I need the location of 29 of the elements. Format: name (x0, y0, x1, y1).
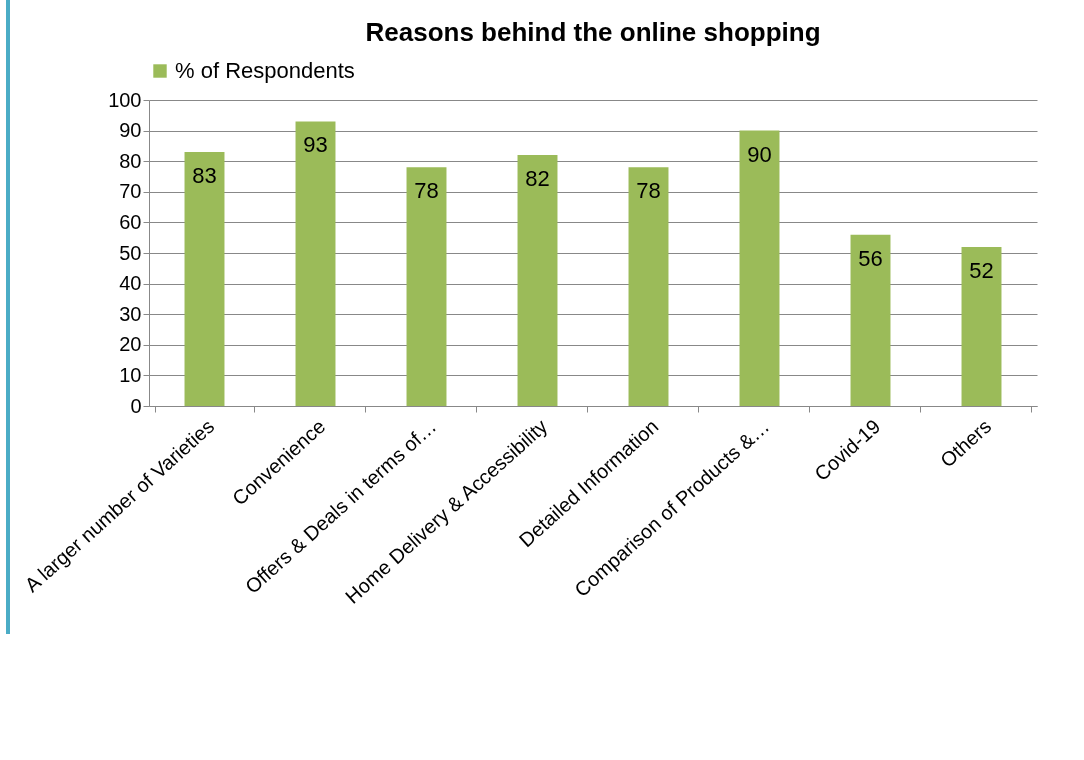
y-tick-label: 30 (119, 302, 142, 325)
y-tick-label: 10 (119, 363, 142, 386)
y-tick-label: 70 (119, 180, 142, 203)
y-tick-label: 90 (119, 119, 142, 142)
y-tick-label: 20 (119, 333, 142, 356)
y-tick-label: 60 (119, 210, 142, 233)
bar (406, 167, 447, 406)
y-tick-label: 40 (119, 272, 142, 295)
y-tick-label: 50 (119, 241, 142, 264)
bar (628, 167, 669, 406)
data-label: 56 (858, 245, 883, 271)
chart-title: Reasons behind the online shopping (365, 17, 821, 47)
bar (295, 121, 336, 406)
data-label: 90 (747, 141, 772, 167)
data-label: 93 (303, 132, 328, 158)
bar (739, 130, 780, 406)
y-tick-label: 80 (119, 149, 142, 172)
data-label: 52 (969, 257, 994, 283)
y-tick-label: 0 (130, 394, 142, 417)
y-tick-label: 100 (108, 88, 142, 111)
bar (850, 234, 891, 406)
bar (517, 155, 558, 406)
data-label: 78 (636, 178, 661, 204)
data-label: 82 (525, 166, 550, 192)
bar (961, 246, 1002, 406)
data-label: 78 (414, 178, 439, 204)
bar (184, 152, 225, 406)
legend-label: % of Respondents (175, 58, 355, 83)
data-label: 83 (192, 163, 217, 189)
